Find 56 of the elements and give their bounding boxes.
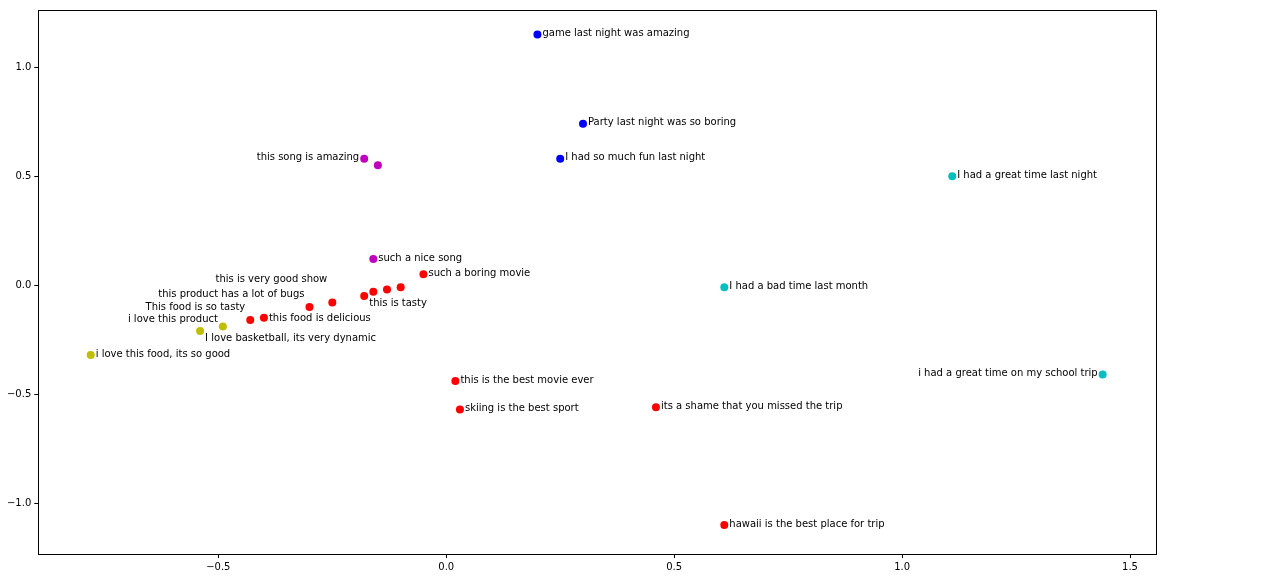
y-tick-label: −0.5 — [6, 387, 32, 399]
point — [533, 30, 542, 39]
annotation: such a boring movie — [428, 266, 531, 278]
annotation: game last night was amazing — [542, 27, 690, 39]
point — [720, 521, 729, 529]
x-tick-label: 0.5 — [666, 560, 683, 572]
point — [86, 350, 95, 359]
point — [396, 283, 405, 292]
point — [419, 270, 428, 279]
point — [369, 255, 378, 263]
annotation: Party last night was so boring — [588, 116, 737, 128]
point — [579, 119, 588, 128]
point — [556, 154, 565, 163]
annotation: hawaii is the best place for trip — [729, 517, 885, 529]
point — [651, 403, 660, 412]
annotation: I had a great time last night — [957, 168, 1098, 180]
point — [328, 298, 337, 307]
y-tick-label: 1.0 — [15, 60, 32, 72]
annotation: this is the best movie ever — [460, 373, 595, 385]
annotation: this is very good show — [215, 273, 328, 285]
point — [259, 313, 268, 322]
annotation: i had a great time on my school trip — [918, 367, 1098, 379]
annotation: i love this product — [127, 313, 218, 325]
annotation: This food is so tasty — [144, 300, 246, 312]
annotation: I had so much fun last night — [565, 151, 706, 163]
point — [360, 292, 369, 301]
point — [196, 326, 205, 335]
annotation: this song is amazing — [256, 151, 360, 163]
y-tick-label: −1.0 — [6, 496, 32, 508]
point — [305, 302, 314, 311]
point — [360, 154, 369, 163]
point — [451, 377, 460, 386]
y-tick-label: 0.5 — [15, 169, 32, 181]
annotation: I had a bad time last month — [729, 279, 869, 291]
point — [1098, 370, 1107, 379]
point — [383, 285, 391, 294]
point — [373, 161, 382, 170]
annotation: such a nice song — [378, 251, 463, 263]
point — [246, 316, 255, 325]
x-tick-label: 0.0 — [438, 560, 455, 572]
point — [455, 405, 464, 414]
annotation: this food is delicious — [268, 312, 371, 324]
annotation: i love this food, its so good — [95, 347, 231, 359]
annotation: skiing is the best sport — [464, 402, 579, 414]
x-tick-label: 1.5 — [1122, 560, 1138, 572]
point — [218, 322, 227, 331]
annotation: this product has a lot of bugs — [158, 287, 305, 299]
x-tick-label: 1.0 — [894, 560, 911, 572]
annotation: this is tasty — [369, 296, 427, 308]
point — [369, 287, 378, 296]
annotation: I love basketball, its very dynamic — [205, 331, 377, 343]
point — [720, 283, 729, 292]
x-tick-label: −0.5 — [206, 560, 231, 572]
annotation: its a shame that you missed the trip — [660, 399, 843, 411]
point — [948, 172, 957, 181]
y-tick-label: 0.0 — [15, 278, 32, 290]
